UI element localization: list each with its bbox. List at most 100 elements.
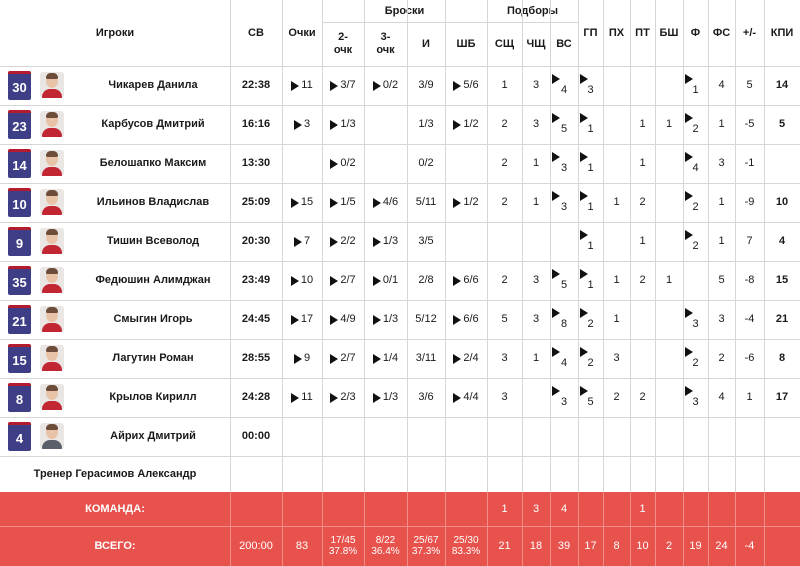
stat-two: 1/5 — [322, 183, 364, 222]
total-fd: 24 — [715, 539, 728, 552]
player-name[interactable]: Карбусов Дмитрий — [101, 118, 205, 131]
stat-pts: 17 — [282, 300, 322, 339]
stat-oreb — [487, 222, 522, 261]
player-avatar — [40, 111, 64, 137]
header-points: Очки — [288, 26, 316, 39]
arrow-icon[interactable] — [580, 386, 588, 397]
arrow-icon[interactable] — [580, 269, 588, 280]
arrow-icon[interactable] — [291, 392, 300, 403]
arrow-icon[interactable] — [453, 275, 462, 286]
player-name[interactable]: Смыгин Игорь — [113, 313, 193, 326]
band-vline — [407, 492, 408, 566]
stat-blk — [655, 183, 683, 222]
arrow-icon[interactable] — [330, 158, 339, 169]
arrow-icon[interactable] — [372, 275, 381, 286]
player-name[interactable]: Белошапко Максим — [99, 157, 207, 170]
arrow-icon[interactable] — [330, 392, 339, 403]
arrow-icon[interactable] — [580, 308, 588, 319]
stat-two: 2/7 — [322, 339, 364, 378]
arrow-icon[interactable] — [330, 80, 339, 91]
stat-plus-minus: -1 — [744, 157, 755, 170]
player-name[interactable]: Тишин Всеволод — [106, 235, 200, 248]
stat-stl: 1 — [613, 196, 620, 209]
header-stl: ПХ — [608, 26, 625, 39]
arrow-icon[interactable] — [685, 347, 693, 358]
stat-fg: 3/9 — [418, 79, 434, 92]
band-vline — [322, 492, 323, 566]
arrow-icon[interactable] — [372, 236, 381, 247]
grid-hline — [0, 300, 800, 301]
stat-tov — [630, 300, 655, 339]
arrow-icon[interactable] — [290, 275, 299, 286]
stat-value: 3 — [560, 396, 568, 409]
stat-blk — [655, 417, 683, 456]
arrow-icon[interactable] — [453, 392, 462, 403]
arrow-icon[interactable] — [552, 308, 560, 319]
arrow-icon[interactable] — [290, 314, 299, 325]
arrow-icon[interactable] — [552, 152, 560, 163]
arrow-icon[interactable] — [330, 275, 339, 286]
arrow-icon[interactable] — [372, 353, 381, 364]
arrow-icon[interactable] — [330, 197, 339, 208]
arrow-icon[interactable] — [685, 308, 693, 319]
arrow-icon[interactable] — [580, 113, 588, 124]
arrow-icon[interactable] — [290, 197, 299, 208]
player-name[interactable]: Крылов Кирилл — [109, 391, 197, 404]
arrow-icon[interactable] — [453, 197, 462, 208]
stat-stl: 1 — [613, 313, 620, 326]
header-shots: Броски — [384, 4, 425, 17]
player-name[interactable]: Айрих Дмитрий — [110, 430, 196, 443]
arrow-icon[interactable] — [453, 80, 462, 91]
arrow-icon[interactable] — [291, 80, 300, 91]
jersey-number: 21 — [8, 305, 31, 334]
arrow-icon[interactable] — [293, 119, 302, 130]
arrow-icon[interactable] — [685, 191, 693, 202]
stat-oreb: 3 — [501, 391, 508, 404]
stat-value: 15 — [300, 196, 314, 209]
stat-fg: 3/11 — [415, 352, 437, 365]
arrow-icon[interactable] — [453, 119, 462, 130]
arrow-icon[interactable] — [330, 314, 339, 325]
arrow-icon[interactable] — [685, 152, 693, 163]
player-name[interactable]: Лагутин Роман — [112, 352, 194, 365]
stat-plus-minus: -5 — [744, 118, 755, 131]
arrow-icon[interactable] — [330, 353, 339, 364]
arrow-icon[interactable] — [580, 191, 588, 202]
header-fouls-drawn: ФС — [712, 26, 731, 39]
stat-stl — [603, 144, 630, 183]
player-name[interactable]: Федюшин Алимджан — [95, 274, 211, 287]
arrow-icon[interactable] — [580, 230, 588, 241]
arrow-icon[interactable] — [685, 113, 693, 124]
arrow-icon[interactable] — [552, 386, 560, 397]
arrow-icon[interactable] — [293, 353, 302, 364]
arrow-icon[interactable] — [580, 152, 588, 163]
arrow-icon[interactable] — [453, 314, 462, 325]
grid-hline — [0, 144, 800, 145]
player-name[interactable]: Ильинов Владислав — [96, 196, 210, 209]
arrow-icon[interactable] — [552, 113, 560, 124]
player-name[interactable]: Чикарев Данила — [108, 79, 198, 92]
arrow-icon[interactable] — [580, 347, 588, 358]
stat-dreb — [522, 378, 550, 417]
stat-pts: 9 — [282, 339, 322, 378]
total-pf: 19 — [689, 539, 702, 552]
arrow-icon[interactable] — [685, 386, 693, 397]
arrow-icon[interactable] — [580, 74, 588, 85]
arrow-icon[interactable] — [293, 236, 302, 247]
player-avatar — [40, 345, 64, 371]
arrow-icon[interactable] — [453, 353, 462, 364]
arrow-icon[interactable] — [372, 314, 381, 325]
arrow-icon[interactable] — [552, 269, 560, 280]
arrow-icon[interactable] — [330, 119, 339, 130]
arrow-icon[interactable] — [552, 347, 560, 358]
stat-two: 2/3 — [322, 378, 364, 417]
arrow-icon[interactable] — [685, 230, 693, 241]
arrow-icon[interactable] — [372, 80, 381, 91]
arrow-icon[interactable] — [372, 197, 381, 208]
arrow-icon[interactable] — [685, 74, 693, 85]
arrow-icon[interactable] — [552, 191, 560, 202]
jersey-number: 35 — [8, 266, 31, 295]
arrow-icon[interactable] — [552, 74, 560, 85]
arrow-icon[interactable] — [330, 236, 339, 247]
arrow-icon[interactable] — [372, 392, 381, 403]
